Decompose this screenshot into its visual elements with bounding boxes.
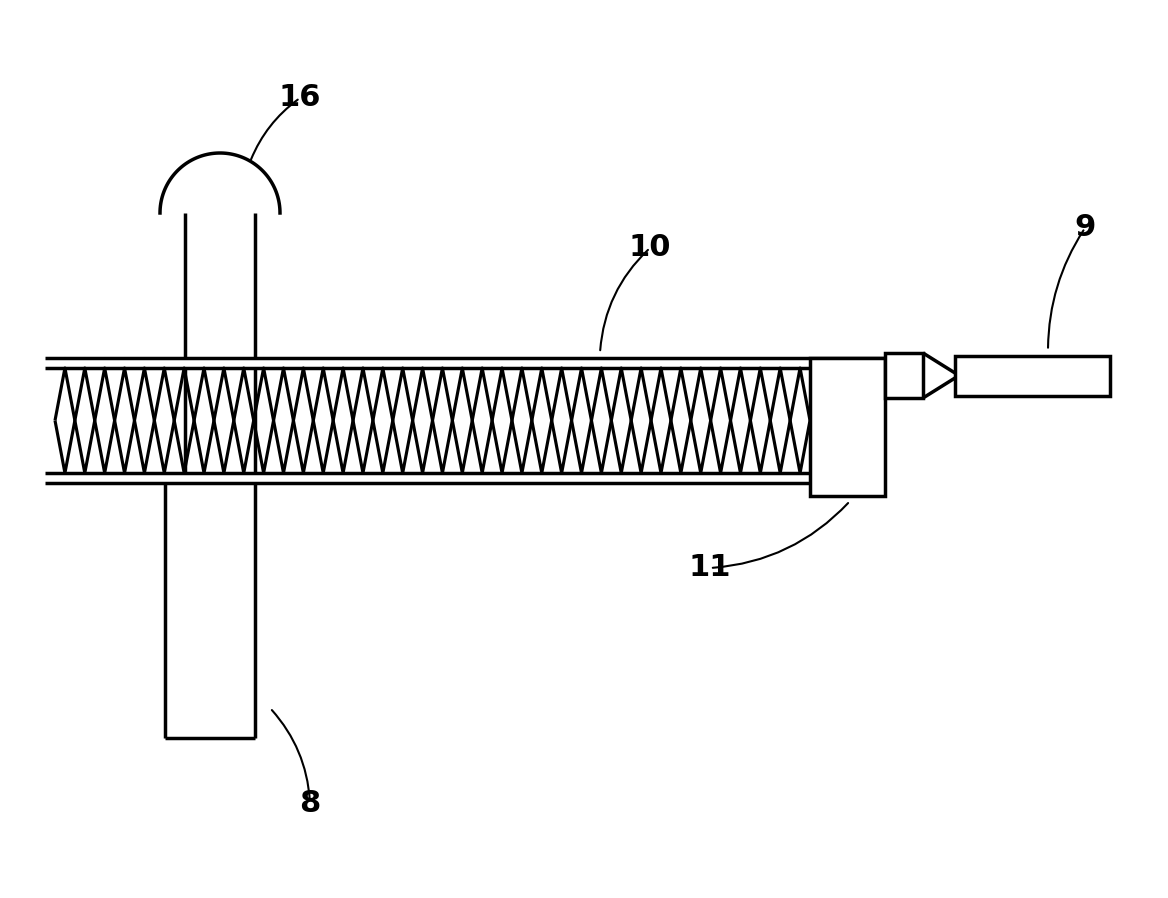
Bar [809, 358, 885, 496]
Bar [885, 353, 923, 398]
Bar [955, 356, 1110, 395]
Text: 8: 8 [299, 788, 321, 817]
Text: 10: 10 [628, 233, 672, 262]
Text: 11: 11 [689, 553, 731, 583]
Text: 16: 16 [279, 84, 321, 112]
Text: 9: 9 [1075, 214, 1096, 242]
